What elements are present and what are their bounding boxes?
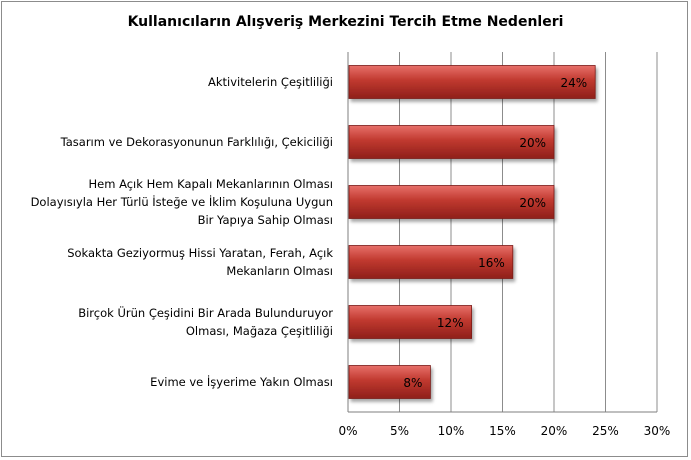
bar[interactable]: [348, 305, 472, 339]
category-label: Birçok Ürün Çeşidini Bir Arada Bulunduru…: [78, 304, 333, 320]
bar[interactable]: [348, 245, 514, 279]
category-label: Evime ve İşyerime Yakın Olması: [150, 374, 333, 389]
category-label: Tasarım ve Dekorasyonunun Farklılığı, Çe…: [60, 135, 333, 149]
data-label: 20%: [519, 136, 546, 150]
x-tick-label: 15%: [489, 424, 516, 438]
category-label: Hem Açık Hem Kapalı Mekanlarının Olması: [88, 177, 333, 191]
category-label: Aktivitelerin Çeşitliliği: [208, 75, 333, 89]
category-label: Mekanların Olması: [226, 264, 333, 278]
bar[interactable]: [348, 125, 555, 159]
bar[interactable]: [348, 365, 431, 399]
chart-title: Kullanıcıların Alışveriş Merkezini Terci…: [127, 14, 564, 30]
x-tick-label: 20%: [541, 424, 568, 438]
x-tick-label: 25%: [592, 424, 619, 438]
x-tick-label: 5%: [390, 424, 409, 438]
category-label: Sokakta Geziyormuş Hissi Yaratan, Ferah,…: [67, 246, 333, 260]
x-tick-label: 30%: [644, 424, 671, 438]
bar[interactable]: [348, 65, 596, 99]
x-tick-label: 10%: [438, 424, 465, 438]
data-label: 20%: [519, 196, 546, 210]
category-label: Bir Yapıya Sahip Olması: [198, 213, 333, 227]
data-label: 24%: [561, 76, 588, 90]
category-label: Dolayısıyla Her Türlü İsteğe ve İklim Ko…: [31, 194, 333, 209]
category-label: Olması, Mağaza Çeşitliliği: [186, 324, 333, 338]
data-label: 8%: [403, 376, 422, 390]
bar[interactable]: [348, 185, 555, 219]
x-tick-label: 0%: [338, 424, 357, 438]
data-label: 12%: [437, 316, 464, 330]
data-label: 16%: [478, 256, 505, 270]
